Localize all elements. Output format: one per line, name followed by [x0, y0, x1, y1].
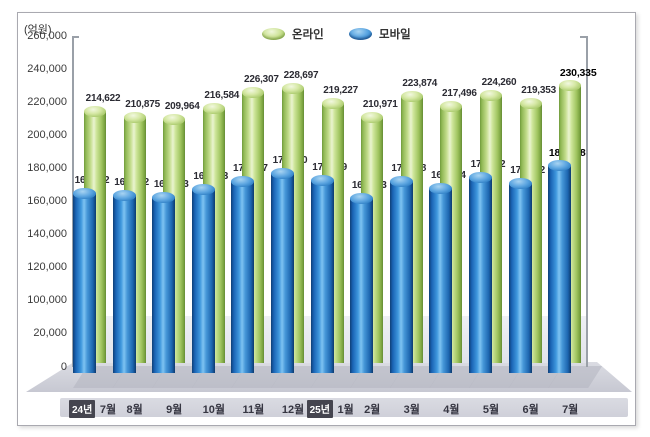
month-label-0: 7월	[99, 403, 117, 416]
month-label-7: 2월	[364, 403, 381, 416]
y-tick-20000: 20,000	[33, 327, 67, 339]
value-label-online-7: 210,971	[362, 98, 398, 110]
bar-mobile-9	[429, 183, 453, 373]
value-label-online-6: 219,227	[323, 85, 358, 97]
month-label-12: 7월	[562, 403, 579, 416]
bar-mobile-8	[389, 176, 413, 373]
bar-mobile-0	[73, 187, 96, 373]
value-label-online-12: 230,335	[559, 66, 597, 79]
month-label-1: 8월	[126, 403, 143, 416]
y-tick-0: 0	[60, 361, 67, 373]
value-label-online-9: 217,496	[442, 88, 477, 100]
y-tick-220000: 220,000	[27, 96, 67, 108]
y-tick-140000: 140,000	[27, 228, 67, 240]
bar-mobile-1	[112, 189, 136, 373]
month-label-4: 11월	[242, 403, 265, 416]
bar-mobile-6	[310, 174, 334, 373]
y-tick-200000: 200,000	[27, 129, 67, 141]
y-axis-unit-label: (억원)	[24, 24, 52, 36]
year-badge-25년: 25년	[306, 400, 333, 418]
value-label-online-8: 223,874	[402, 77, 438, 89]
month-label-3: 10월	[202, 403, 225, 416]
bar-mobile-12	[548, 160, 572, 373]
bar-mobile-4	[231, 175, 255, 373]
bar-mobile-7	[350, 193, 374, 373]
month-label-10: 5월	[482, 403, 500, 416]
legend-item-online: 온라인	[262, 26, 324, 42]
legend-label-mobile: 모바일	[379, 29, 411, 41]
year-badge-24년: 24년	[69, 400, 96, 418]
y-tick-260000: 260,000	[27, 30, 67, 42]
bar-mobile-3	[191, 183, 215, 373]
y-tick-120000: 120,000	[27, 261, 67, 273]
value-label-online-4: 226,307	[244, 73, 279, 85]
value-label-online-2: 209,964	[164, 100, 200, 112]
bar-mobile-11	[508, 178, 532, 373]
value-label-online-1: 210,875	[125, 99, 160, 111]
bar-mobile-2	[152, 191, 176, 373]
y-axis-top-tick-left	[72, 36, 79, 38]
online-legend-swatch-icon	[262, 28, 285, 40]
month-label-8: 3월	[403, 403, 420, 416]
month-label-2: 9월	[166, 403, 183, 416]
y-axis-top-tick-right	[580, 36, 587, 38]
mobile-legend-swatch-icon	[349, 28, 372, 40]
y-tick-160000: 160,000	[27, 195, 67, 207]
month-label-6: 1월	[337, 403, 354, 416]
y-tick-180000: 180,000	[27, 162, 67, 174]
bar-mobile-10	[469, 172, 492, 373]
value-label-online-11: 219,353	[521, 85, 556, 97]
y-tick-100000: 100,000	[27, 294, 67, 306]
legend-label-online: 온라인	[292, 29, 324, 41]
value-label-online-10: 224,260	[481, 76, 517, 88]
x-axis-strip	[60, 398, 628, 417]
value-label-online-0: 214,622	[85, 92, 121, 104]
bar-mobile-5	[271, 167, 294, 373]
month-label-11: 6월	[522, 403, 539, 416]
value-label-online-5: 228,697	[283, 69, 319, 81]
y-tick-240000: 240,000	[27, 63, 67, 75]
legend-item-mobile: 모바일	[349, 26, 411, 42]
month-label-5: 12월	[281, 403, 305, 416]
y-axis-line-right	[586, 36, 588, 367]
value-label-online-3: 216,584	[204, 89, 240, 101]
month-label-9: 4월	[443, 403, 460, 416]
